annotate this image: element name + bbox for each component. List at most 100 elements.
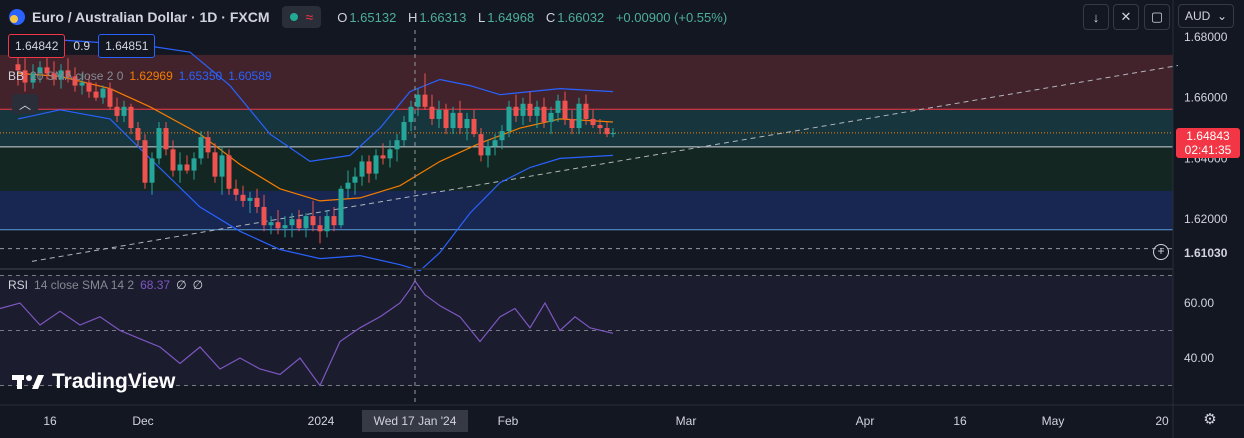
candle-70 bbox=[506, 100, 512, 138]
candle-body bbox=[282, 225, 288, 229]
candle-25 bbox=[191, 152, 197, 180]
market-status-pill[interactable]: ≈ bbox=[281, 6, 322, 28]
candle-49 bbox=[359, 155, 365, 186]
candle-43 bbox=[317, 216, 323, 244]
candle-body bbox=[597, 125, 603, 129]
candle-9 bbox=[79, 73, 85, 95]
candle-73 bbox=[527, 91, 533, 122]
candle-39 bbox=[289, 213, 295, 238]
candle-body bbox=[107, 88, 113, 107]
candle-15 bbox=[121, 100, 127, 122]
candle-body bbox=[296, 219, 302, 229]
candle-body bbox=[289, 219, 295, 226]
chart-header: Euro / Australian Dollar · 1D · FXCM ≈ O… bbox=[8, 6, 735, 28]
sell-button[interactable]: 1.64842 bbox=[8, 34, 66, 58]
bb-legend[interactable]: BB 20 SMA close 2 0 1.62969 1.65350 1.60… bbox=[8, 69, 272, 83]
candle-body bbox=[548, 112, 554, 122]
buy-button[interactable]: 1.64851 bbox=[98, 34, 156, 58]
candle-55 bbox=[401, 115, 407, 147]
maximize-button[interactable]: ▢ bbox=[1144, 4, 1170, 30]
candle-36 bbox=[268, 216, 274, 235]
rsi-legend[interactable]: RSI 14 close SMA 14 2 68.37 ∅ ∅ bbox=[8, 278, 204, 292]
candle-63 bbox=[457, 100, 463, 135]
candle-body bbox=[149, 158, 155, 183]
maximize-icon: ▢ bbox=[1150, 9, 1164, 24]
collapse-button[interactable]: ✕ bbox=[1113, 4, 1139, 30]
x-tick-label: 20 bbox=[1155, 414, 1169, 428]
candle-body bbox=[415, 94, 421, 107]
candle-71 bbox=[513, 94, 519, 122]
currency-select[interactable]: AUD ⌄ bbox=[1178, 4, 1234, 28]
candle-62 bbox=[450, 106, 456, 135]
candle-56 bbox=[408, 100, 414, 132]
candle-7 bbox=[65, 58, 71, 83]
candle-body bbox=[352, 176, 358, 183]
symbol-title[interactable]: Euro / Australian Dollar · 1D · FXCM bbox=[32, 9, 270, 25]
candle-20 bbox=[156, 121, 162, 165]
candle-76 bbox=[548, 106, 554, 135]
candle-31 bbox=[233, 179, 239, 201]
candle-28 bbox=[212, 143, 218, 183]
candle-body bbox=[604, 128, 610, 135]
bb-lower-line bbox=[17, 109, 614, 272]
candle-body bbox=[121, 106, 127, 116]
candle-body bbox=[37, 67, 43, 74]
candle-body bbox=[457, 112, 463, 129]
x-tick-label: Feb bbox=[498, 414, 519, 428]
candle-17 bbox=[135, 121, 141, 147]
add-alert-icon[interactable]: + bbox=[1153, 244, 1169, 260]
candle-body bbox=[562, 100, 568, 119]
candle-29 bbox=[219, 146, 225, 195]
candle-65 bbox=[471, 109, 477, 138]
candle-54 bbox=[394, 134, 400, 162]
candle-12 bbox=[100, 85, 106, 104]
bb-middle-line bbox=[17, 72, 614, 202]
candle-body bbox=[576, 103, 582, 129]
candle-16 bbox=[128, 103, 134, 135]
candle-58 bbox=[422, 73, 428, 110]
candle-body bbox=[527, 103, 533, 116]
candle-body bbox=[520, 103, 526, 116]
candle-body bbox=[408, 106, 414, 122]
last-price-tag: 1.64843 02:41:35 bbox=[1176, 128, 1240, 158]
candle-body bbox=[198, 137, 204, 159]
spread-value: 0.9 bbox=[73, 39, 91, 53]
rsi-line bbox=[0, 279, 614, 387]
candle-44 bbox=[324, 210, 330, 238]
y-tick-label: 1.68000 bbox=[1184, 30, 1228, 44]
candle-38 bbox=[282, 216, 288, 238]
candle-body bbox=[450, 112, 456, 129]
candle-78 bbox=[562, 91, 568, 126]
candle-body bbox=[380, 155, 386, 159]
rsi-tick-label: 60.00 bbox=[1184, 296, 1214, 310]
candle-61 bbox=[443, 103, 449, 135]
euro-aud-flag-icon bbox=[9, 9, 25, 25]
candle-body bbox=[44, 67, 50, 74]
candle-body bbox=[429, 106, 435, 119]
candle-body bbox=[177, 164, 183, 171]
candle-body bbox=[303, 216, 309, 229]
candle-14 bbox=[114, 97, 120, 122]
candle-67 bbox=[485, 140, 491, 168]
chevron-down-icon: ⌄ bbox=[1216, 9, 1227, 23]
candle-35 bbox=[261, 194, 267, 232]
arrow-down-button[interactable]: ↓ bbox=[1083, 4, 1109, 30]
candle-body bbox=[534, 106, 540, 116]
candle-body bbox=[114, 106, 120, 116]
candle-body bbox=[555, 100, 561, 113]
candle-60 bbox=[436, 100, 442, 129]
candle-body bbox=[359, 161, 365, 177]
candle-11 bbox=[93, 82, 99, 101]
candle-body bbox=[422, 94, 428, 107]
candle-72 bbox=[520, 97, 526, 126]
collapse-legend-button[interactable]: ︿ bbox=[12, 94, 38, 114]
candle-body bbox=[261, 206, 267, 226]
candle-body bbox=[513, 106, 519, 116]
candle-body bbox=[240, 194, 246, 201]
settings-gear-icon[interactable]: ⚙ bbox=[1203, 411, 1217, 428]
candle-body bbox=[317, 225, 323, 232]
candle-23 bbox=[177, 152, 183, 183]
candle-57 bbox=[415, 88, 421, 116]
